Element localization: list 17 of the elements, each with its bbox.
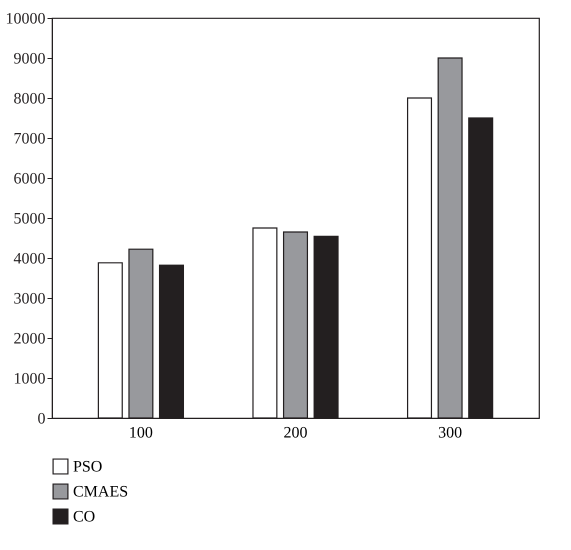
x-tick-label: 300 — [438, 424, 462, 442]
x-tick-label: 200 — [284, 424, 308, 442]
y-tick-label: 5000 — [14, 210, 46, 228]
y-tick-label: 6000 — [14, 170, 46, 188]
x-tick-label: 100 — [128, 424, 153, 442]
y-tick-label: 7000 — [14, 130, 46, 148]
y-tick-label: 8000 — [14, 90, 46, 108]
legend-label: CMAES — [73, 484, 128, 500]
y-tick-label: 0 — [38, 410, 46, 428]
y-tick-label: 10000 — [6, 10, 46, 28]
legend-label: CO — [73, 508, 96, 526]
y-tick-label: 2000 — [14, 330, 46, 348]
y-tick-label: 4000 — [14, 250, 46, 268]
y-tick-label: 1000 — [14, 370, 46, 388]
y-tick-label: 9000 — [14, 50, 46, 68]
y-tick-label: 3000 — [14, 290, 46, 308]
legend-label: PSO — [73, 458, 102, 476]
